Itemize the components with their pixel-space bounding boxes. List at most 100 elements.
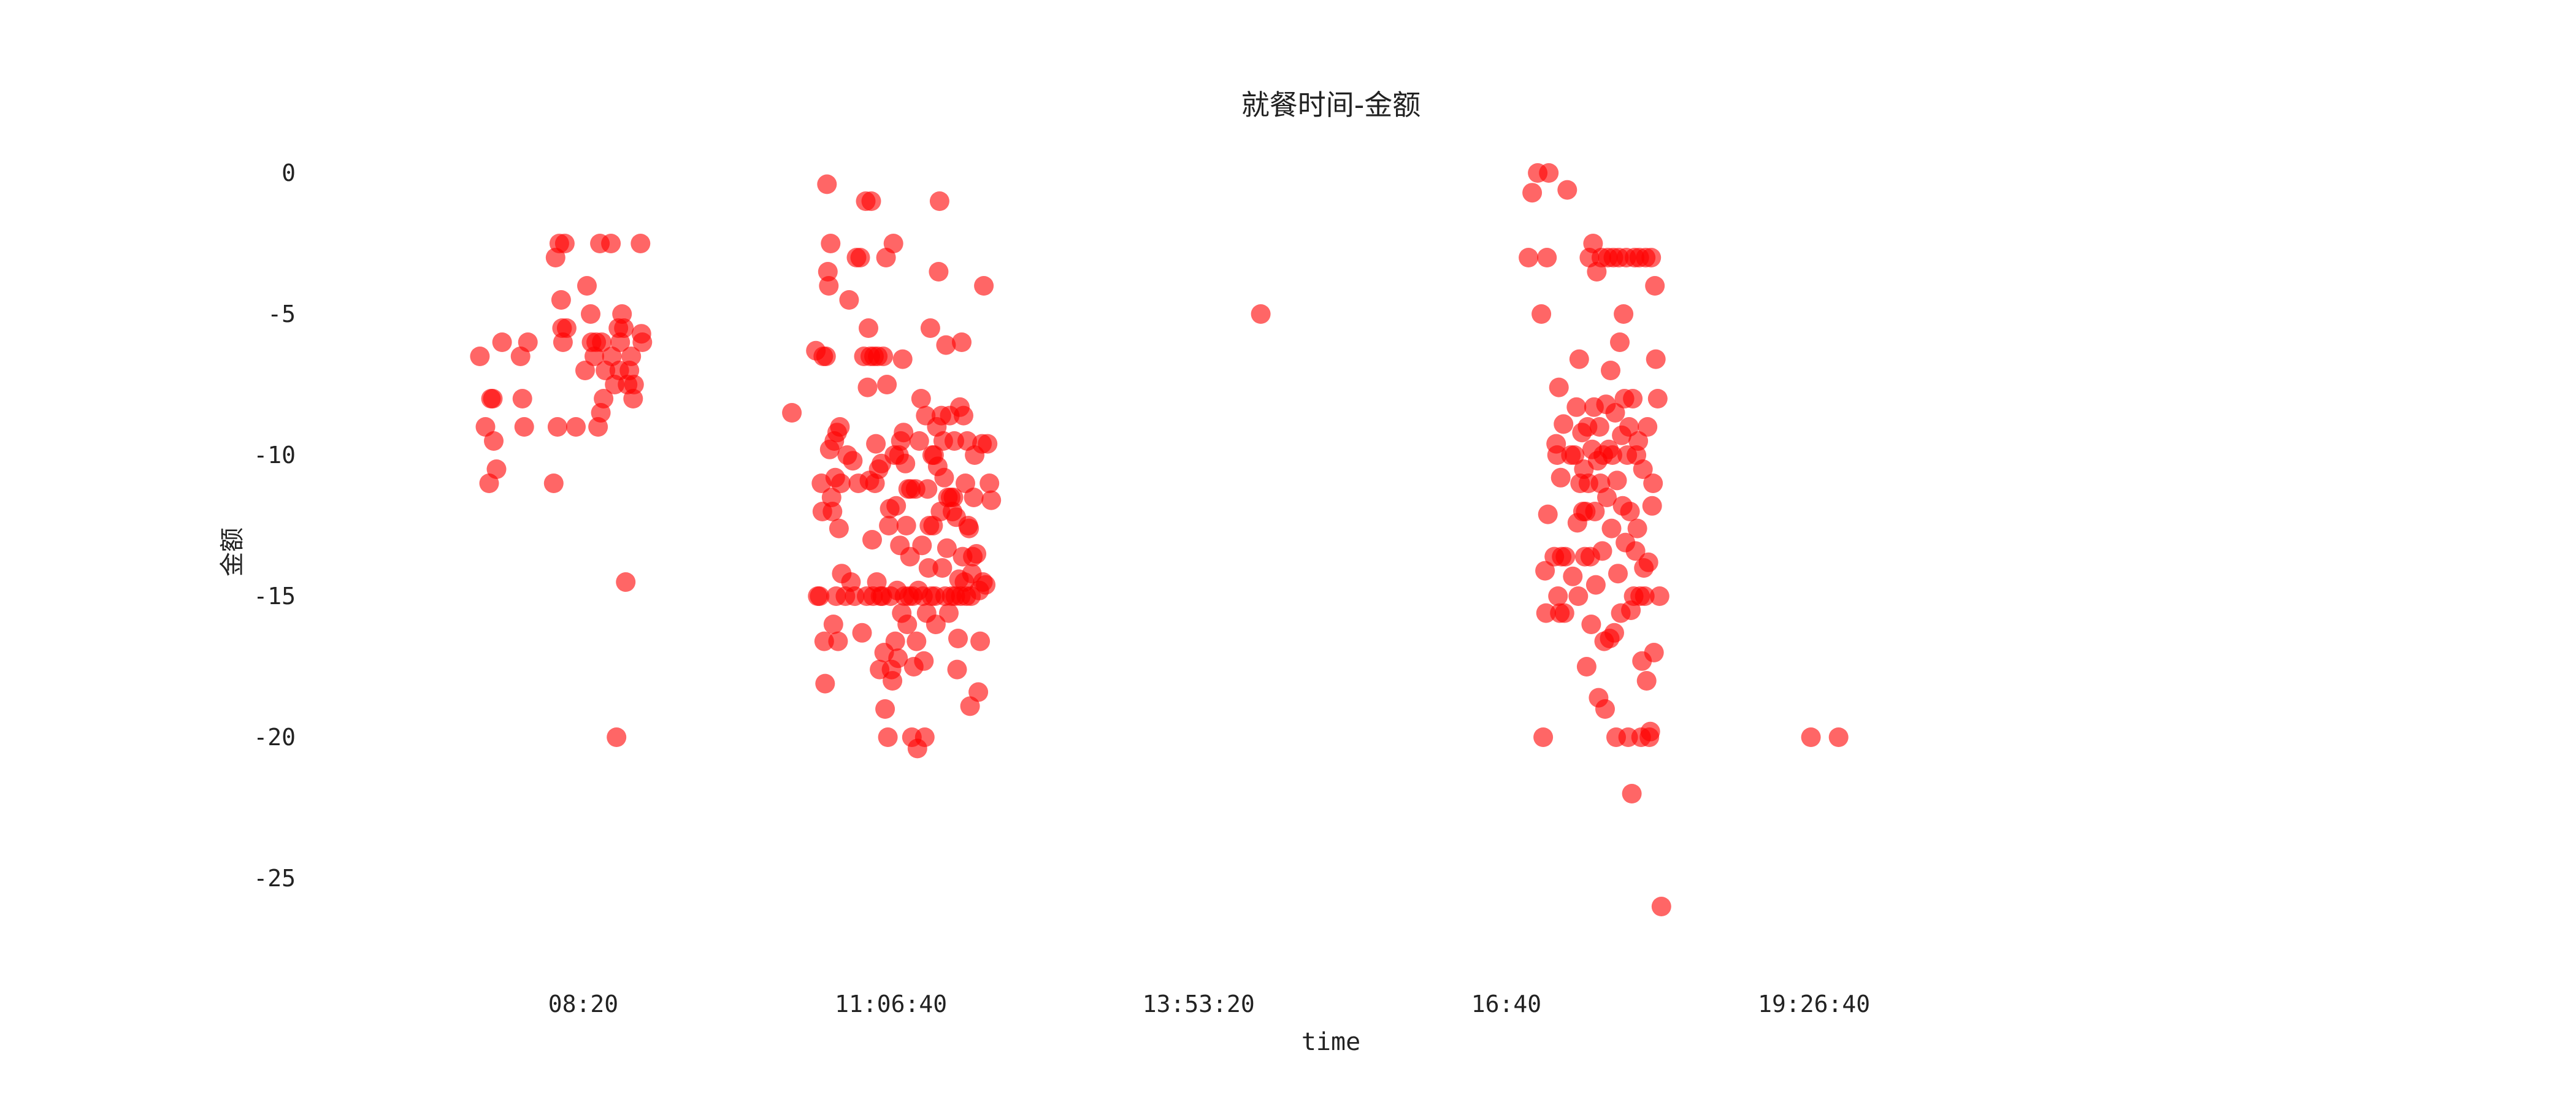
scatter-point xyxy=(782,403,802,423)
scatter-point xyxy=(947,659,967,680)
scatter-point xyxy=(492,332,512,352)
scatter-point xyxy=(1647,389,1668,408)
scatter-point xyxy=(556,318,577,338)
scatter-point xyxy=(883,671,903,691)
scatter-point xyxy=(1627,518,1647,539)
scatter-point xyxy=(1645,276,1665,296)
scatter-point xyxy=(918,479,938,499)
scatter-point xyxy=(967,544,987,564)
scatter-point xyxy=(817,174,837,194)
scatter-point xyxy=(1605,403,1625,423)
scatter-point xyxy=(914,651,934,671)
scatter-point xyxy=(897,615,918,634)
scatter-point xyxy=(470,347,490,366)
scatter-point xyxy=(1568,586,1589,606)
scatter-point xyxy=(1549,377,1569,397)
scatter-point xyxy=(821,234,841,253)
scatter-point xyxy=(512,389,532,408)
y-axis-tick-labels: 0 -5 -10 -15 -20 -25 xyxy=(253,159,296,892)
scatter-point xyxy=(1635,586,1655,606)
scatter-point xyxy=(1519,248,1539,267)
scatter-point xyxy=(1569,349,1589,369)
scatter-point xyxy=(1608,564,1628,584)
scatter-point xyxy=(1642,496,1662,516)
scatter-point xyxy=(818,262,838,282)
scatter-point xyxy=(514,417,534,437)
scatter-point xyxy=(1522,183,1543,203)
scatter-point xyxy=(932,558,953,578)
scatter-point xyxy=(970,631,991,651)
scatter-point xyxy=(1801,727,1821,747)
scatter-point xyxy=(1581,615,1601,634)
scatter-point xyxy=(1828,727,1849,747)
scatter-point xyxy=(551,290,571,310)
scatter-point xyxy=(920,318,940,338)
scatter-point xyxy=(1636,671,1657,691)
scatter-point xyxy=(952,332,972,352)
scatter-point xyxy=(1565,445,1585,465)
scatter-point xyxy=(1641,248,1662,267)
scatter-point xyxy=(929,262,949,282)
scatter-point xyxy=(616,572,636,592)
scatter-point xyxy=(976,575,996,595)
scatter-point xyxy=(1633,459,1653,479)
scatter-point xyxy=(484,431,504,451)
scatter-point xyxy=(964,488,984,507)
chart-title: 就餐时间-金额 xyxy=(1241,88,1421,121)
scatter-point xyxy=(879,516,899,535)
scatter-point xyxy=(1625,541,1646,561)
scatter-point xyxy=(631,234,651,253)
scatter-point xyxy=(1557,180,1577,200)
scatter-point xyxy=(1554,414,1574,434)
scatter-point xyxy=(1576,657,1597,677)
scatter-point xyxy=(822,502,843,521)
scatter-point xyxy=(592,332,612,352)
scatter-point xyxy=(1601,361,1620,380)
scatter-point xyxy=(1640,721,1660,742)
scatter-point xyxy=(1537,248,1557,267)
scatter-point xyxy=(1554,603,1574,623)
scatter-point xyxy=(621,347,642,366)
scatter-point xyxy=(1622,784,1642,803)
scatter-point xyxy=(828,631,848,651)
scatter-point xyxy=(829,518,849,539)
scatter-point xyxy=(875,699,895,719)
scatter-point xyxy=(926,615,946,634)
y-tick-label: -20 xyxy=(253,724,296,751)
scatter-point xyxy=(1644,643,1664,662)
scatter-point xyxy=(895,453,916,473)
scatter-point xyxy=(1547,445,1567,465)
scatter-point xyxy=(607,727,627,747)
scatter-point xyxy=(937,538,957,558)
scatter-point xyxy=(859,318,878,338)
scatter-point xyxy=(1566,397,1587,417)
scatter-point xyxy=(1563,566,1583,586)
scatter-point xyxy=(888,648,908,669)
scatter-point xyxy=(1551,467,1571,488)
scatter-point xyxy=(857,377,878,397)
scatter-point xyxy=(939,603,959,623)
scatter-point xyxy=(948,629,968,648)
scatter-point xyxy=(1607,470,1627,491)
scatter-points xyxy=(470,163,1849,916)
scatter-point xyxy=(936,335,956,355)
scatter-point xyxy=(1592,541,1612,561)
scatter-point xyxy=(554,234,575,253)
scatter-point xyxy=(594,389,614,408)
scatter-point xyxy=(1651,897,1671,916)
scatter-point xyxy=(486,459,507,479)
y-axis-label: 金额 xyxy=(218,527,247,577)
scatter-point xyxy=(1620,502,1640,521)
scatter-point xyxy=(1595,699,1615,719)
scatter-point xyxy=(566,417,586,437)
scatter-point xyxy=(577,276,597,296)
scatter-point xyxy=(623,389,643,408)
scatter-point xyxy=(850,248,870,267)
scatter-point xyxy=(956,473,975,493)
scatter-point xyxy=(1614,304,1634,324)
scatter-point xyxy=(830,417,850,437)
scatter-point xyxy=(892,349,913,369)
scatter-point xyxy=(1623,389,1643,408)
scatter-point xyxy=(816,347,836,366)
